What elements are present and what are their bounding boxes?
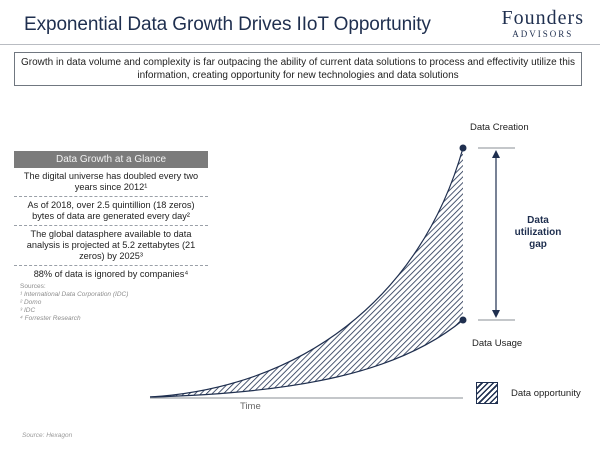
- source-item: ⁴ Forrester Research: [20, 315, 81, 322]
- glance-item-datasphere: The global datasphere available to data …: [14, 226, 208, 266]
- source-item: ¹ International Data Corporation (IDC): [20, 291, 129, 298]
- source-footnote: Source: Hexagon: [22, 432, 73, 439]
- title-divider: [0, 44, 600, 45]
- data-usage-point: [459, 316, 467, 324]
- logo-main-text: Founders: [501, 7, 584, 29]
- legend-swatch: [476, 382, 498, 404]
- page-title: Exponential Data Growth Drives IIoT Oppo…: [24, 14, 431, 35]
- data-creation-label: Data Creation: [470, 122, 529, 133]
- glance-item-doubling: The digital universe has doubled every t…: [14, 168, 208, 197]
- sources-header: Sources:: [20, 283, 46, 290]
- x-axis-label: Time: [240, 401, 261, 412]
- source-item: ³ IDC: [20, 307, 36, 314]
- legend-label: Data opportunity: [511, 388, 581, 399]
- data-growth-glance-panel: Data Growth at a Glance The digital univ…: [14, 151, 208, 283]
- data-usage-curve: [149, 319, 464, 398]
- utilization-gap-label: Data utilization gap: [514, 215, 562, 250]
- source-item: ² Domo: [20, 299, 42, 306]
- data-creation-curve: [149, 147, 464, 398]
- sources-list: Sources: ¹ International Data Corporatio…: [20, 283, 128, 323]
- data-opportunity-area: [150, 148, 463, 397]
- data-creation-point: [459, 144, 467, 152]
- data-usage-label: Data Usage: [472, 338, 523, 349]
- glance-item-daily-bytes: As of 2018, over 2.5 quintillion (18 zer…: [14, 197, 208, 226]
- logo-sub-text: ADVISORS: [512, 29, 574, 39]
- summary-banner: Growth in data volume and complexity is …: [14, 52, 582, 86]
- founders-advisors-logo: Founders ADVISORS: [502, 8, 584, 39]
- glance-item-ignored-data: 88% of data is ignored by companies⁴: [33, 269, 189, 279]
- glance-header: Data Growth at a Glance: [14, 151, 208, 168]
